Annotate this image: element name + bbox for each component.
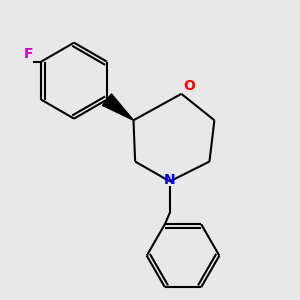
Polygon shape [103, 94, 134, 120]
Text: O: O [184, 79, 196, 93]
Text: F: F [23, 47, 33, 61]
Text: N: N [164, 173, 176, 187]
